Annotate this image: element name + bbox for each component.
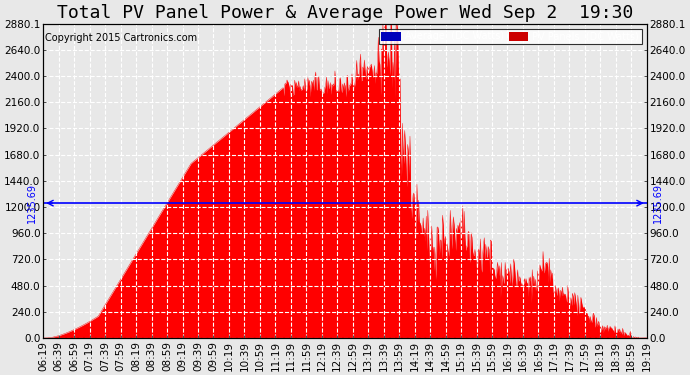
Text: Copyright 2015 Cartronics.com: Copyright 2015 Cartronics.com (45, 33, 197, 43)
Text: 1235.69: 1235.69 (653, 183, 662, 223)
Text: 1235.69: 1235.69 (28, 183, 37, 223)
Title: Total PV Panel Power & Average Power Wed Sep 2  19:30: Total PV Panel Power & Average Power Wed… (57, 4, 633, 22)
Legend: Average  (DC Watts), PV Panels  (DC Watts): Average (DC Watts), PV Panels (DC Watts) (379, 28, 642, 44)
